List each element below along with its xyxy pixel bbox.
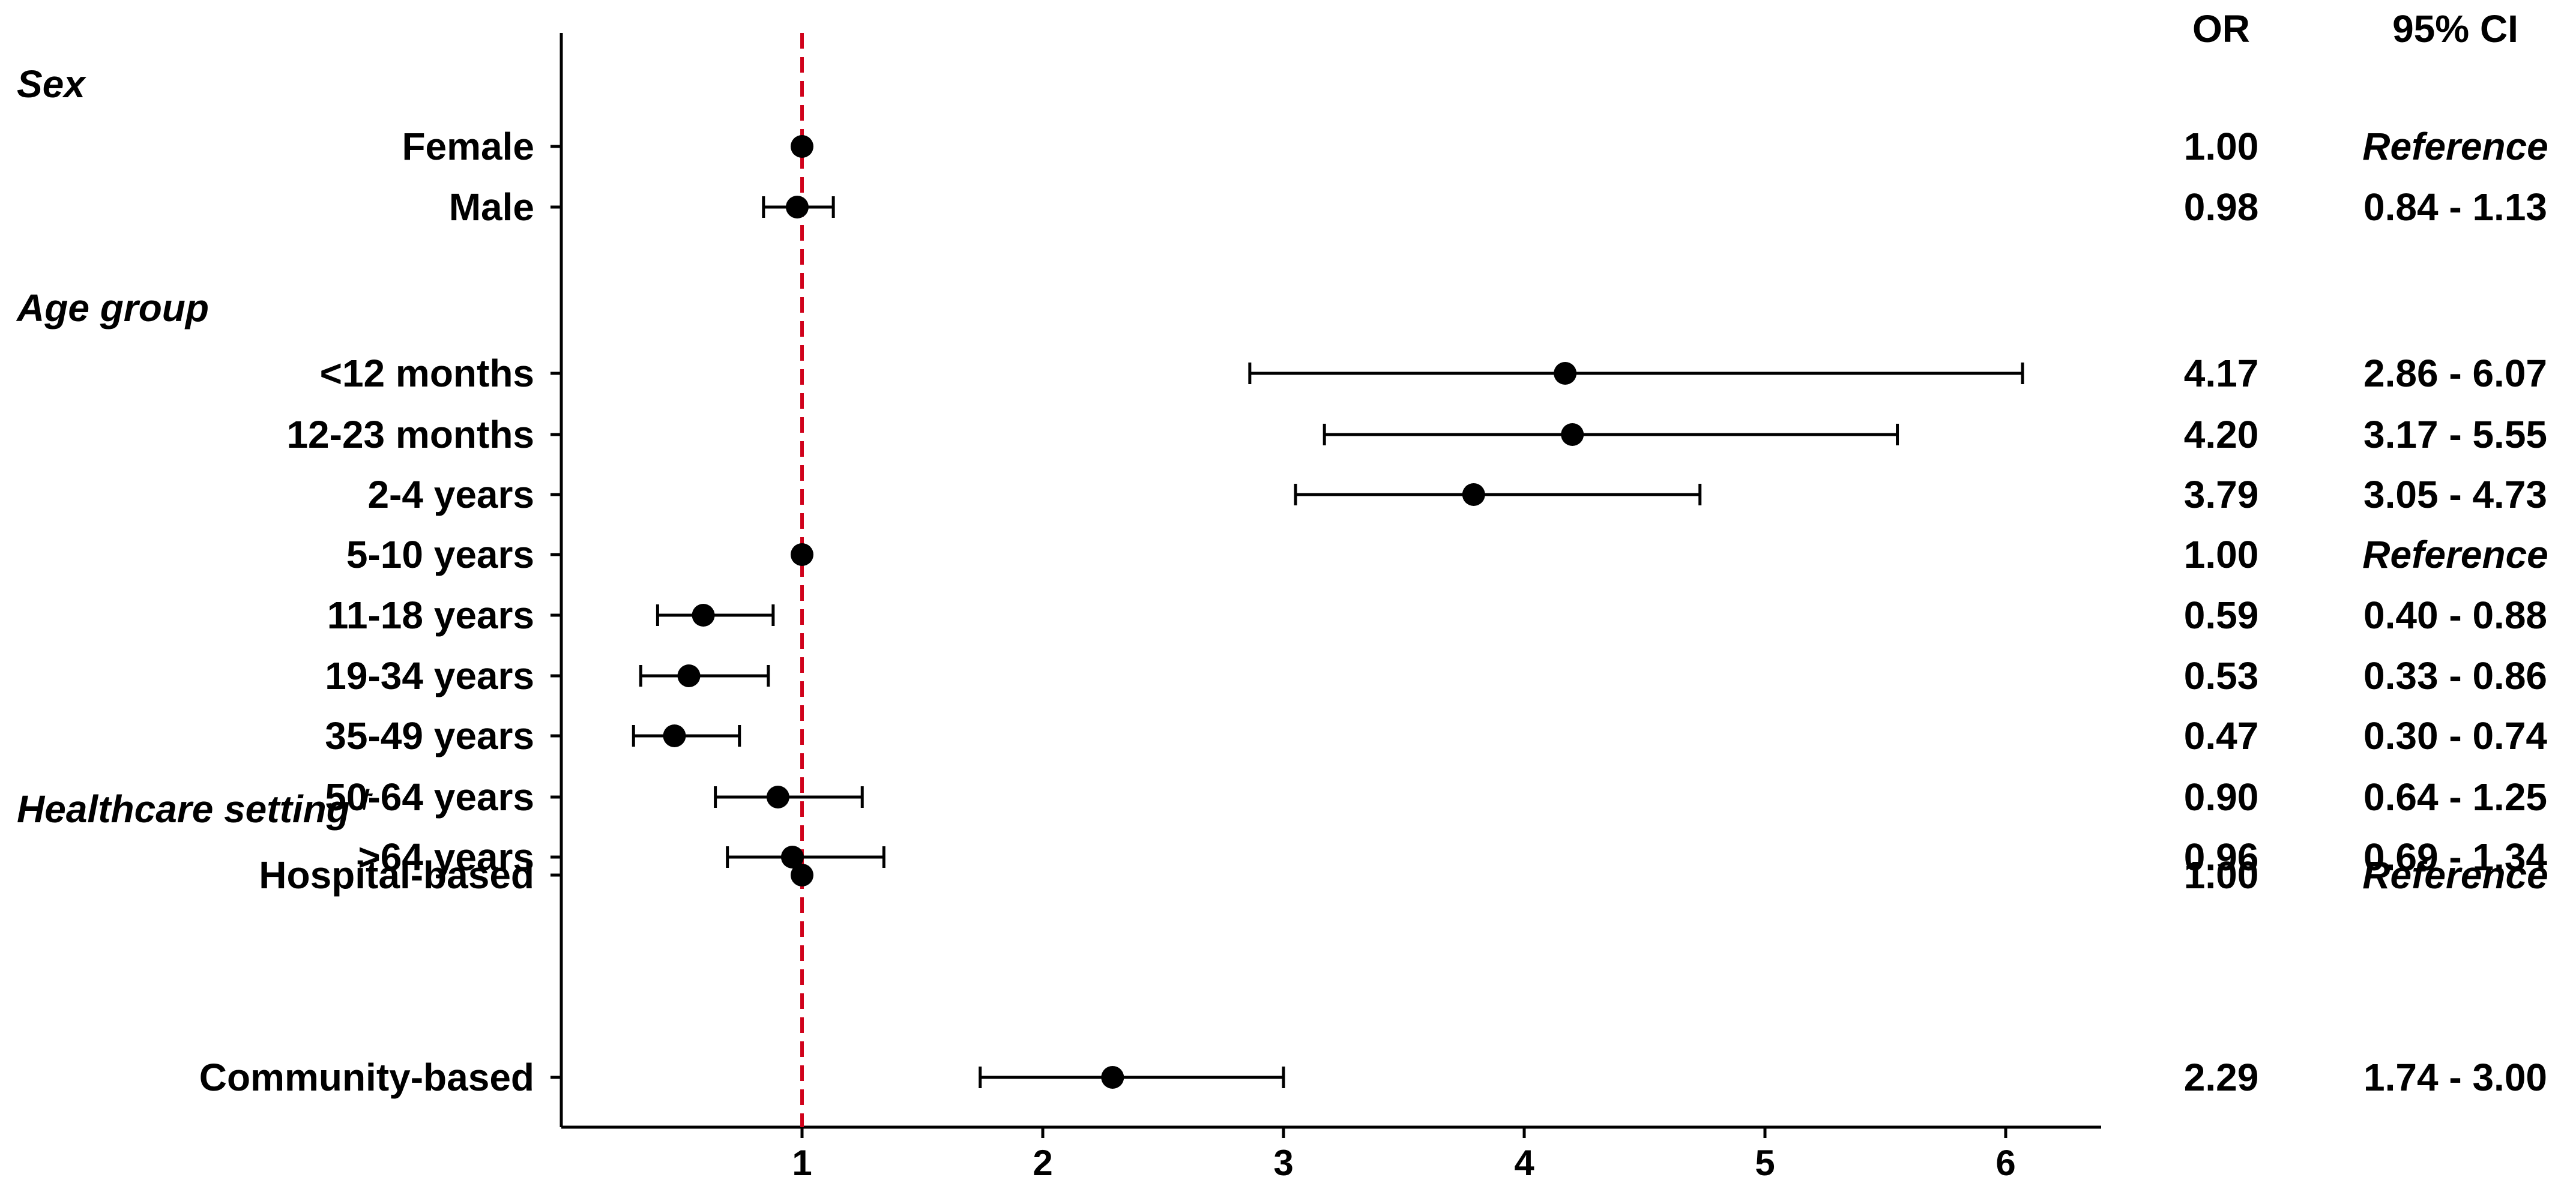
x-tick-label: 2 [1033,1143,1052,1183]
or-point [1101,1066,1124,1089]
or-point [766,786,789,808]
ci-value: 0.30 - 0.74 [2363,714,2547,757]
row-label: 12-23 months [286,413,534,456]
or-value: 0.53 [2184,654,2259,697]
ci-value: 0.33 - 0.86 [2363,654,2547,697]
x-tick-label: 4 [1514,1143,1534,1183]
or-point [785,196,809,218]
or-value: 1.00 [2184,125,2259,168]
row-label: <12 months [320,352,534,395]
group-header: Sex [17,62,86,106]
ci-value: Reference [2362,125,2548,168]
ci-column-header: 95% CI [2392,7,2518,50]
row-label: 2-4 years [367,473,534,516]
or-value: 4.17 [2184,352,2259,395]
ci-value: 3.05 - 4.73 [2363,473,2547,516]
or-value: 0.47 [2184,714,2259,757]
x-tick-label: 1 [792,1143,812,1183]
x-tick-label: 6 [1995,1143,2015,1183]
row-label: 50-64 years [325,775,534,819]
ci-value: 0.64 - 1.25 [2363,775,2547,819]
x-tick-label: 5 [1755,1143,1775,1183]
or-value: 0.59 [2184,594,2259,637]
row-label: 11-18 years [327,594,534,637]
or-value: 2.29 [2184,1056,2259,1099]
row-label: Community-based [199,1056,534,1099]
ci-value: 3.17 - 5.55 [2363,413,2547,456]
or-point [677,664,701,687]
or-value: 1.00 [2184,853,2259,897]
or-point [1554,362,1577,385]
or-point [791,543,813,566]
or-point [692,604,715,627]
or-point [780,846,804,868]
row-label: Male [449,185,534,229]
or-point [791,864,813,886]
row-label: 35-49 years [325,714,534,757]
group-header: Age group [16,286,209,330]
group-header: Healthcare setting † [17,784,373,831]
or-point [1462,483,1485,506]
or-value: 3.79 [2184,473,2259,516]
ci-value: 0.69 - 1.34 [2363,835,2547,879]
or-value: 4.20 [2184,413,2259,456]
or-point [791,135,813,158]
or-value: 0.90 [2184,775,2259,819]
or-value: 1.00 [2184,533,2259,576]
ci-value: Reference [2362,853,2548,897]
ci-value: 0.84 - 1.13 [2363,185,2547,229]
ci-value: 2.86 - 6.07 [2363,352,2547,395]
row-label: 19-34 years [325,654,534,697]
row-label: Female [402,125,534,168]
or-point [663,724,686,747]
ci-value: 1.74 - 3.00 [2363,1056,2547,1099]
or-column-header: OR [2192,7,2250,50]
or-value: 0.98 [2184,185,2259,229]
row-label: Hospital-based [259,853,534,897]
or-value: 0.96 [2184,835,2259,879]
ci-value: Reference [2362,533,2548,576]
x-tick-label: 3 [1273,1143,1293,1183]
row-label: 5-10 years [346,533,534,576]
ci-value: 0.40 - 0.88 [2363,594,2547,637]
or-point [1561,423,1584,446]
row-label: >64 years [358,835,534,879]
